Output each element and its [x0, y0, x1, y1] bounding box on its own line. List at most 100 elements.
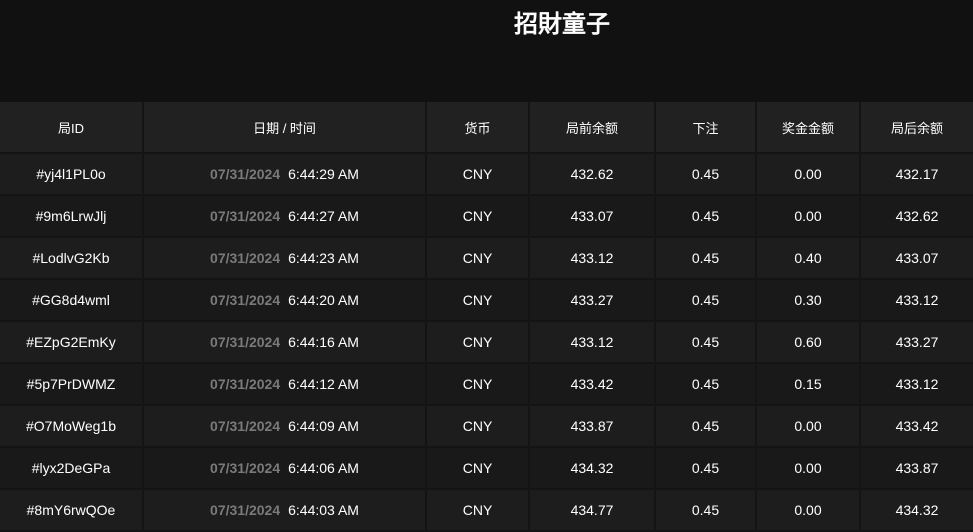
time: 6:44:23 AM: [288, 250, 359, 266]
date: 07/31/2024: [210, 502, 281, 518]
balance-before: 433.07: [530, 196, 656, 238]
table-row[interactable]: #yj4l1PL0o 07/31/2024 6:44:29 AM CNY 432.…: [0, 154, 973, 196]
datetime: 07/31/2024 6:44:23 AM: [144, 238, 427, 280]
balance-after: 433.07: [861, 238, 973, 280]
win-amount: 0.00: [757, 406, 861, 448]
balance-before: 434.77: [530, 490, 656, 532]
table-header: 局ID 日期 / 时间 货币 局前余额 下注 奖金金额 局后余额: [0, 102, 973, 154]
currency: CNY: [427, 196, 530, 238]
date: 07/31/2024: [210, 166, 281, 182]
currency: CNY: [427, 238, 530, 280]
bet: 0.45: [656, 196, 757, 238]
column-header: 局ID: [0, 102, 144, 154]
time: 6:44:29 AM: [288, 166, 359, 182]
round-id[interactable]: #EZpG2EmKy: [0, 322, 144, 364]
round-id[interactable]: #5p7PrDWMZ: [0, 364, 144, 406]
column-header: 局前余额: [530, 102, 656, 154]
table-row[interactable]: #5p7PrDWMZ 07/31/2024 6:44:12 AM CNY 433.…: [0, 364, 973, 406]
datetime: 07/31/2024 6:44:12 AM: [144, 364, 427, 406]
win-amount: 0.30: [757, 280, 861, 322]
round-id[interactable]: #9m6LrwJlj: [0, 196, 144, 238]
currency: CNY: [427, 322, 530, 364]
balance-before: 433.42: [530, 364, 656, 406]
datetime: 07/31/2024 6:44:06 AM: [144, 448, 427, 490]
column-header: 局后余额: [861, 102, 973, 154]
column-header: 奖金金额: [757, 102, 861, 154]
currency: CNY: [427, 154, 530, 196]
date: 07/31/2024: [210, 460, 281, 476]
datetime: 07/31/2024 6:44:20 AM: [144, 280, 427, 322]
bet: 0.45: [656, 280, 757, 322]
round-id[interactable]: #GG8d4wml: [0, 280, 144, 322]
date: 07/31/2024: [210, 208, 281, 224]
balance-after: 433.27: [861, 322, 973, 364]
column-header: 下注: [656, 102, 757, 154]
table-row[interactable]: #8mY6rwQOe 07/31/2024 6:44:03 AM CNY 434.…: [0, 490, 973, 532]
balance-after: 432.17: [861, 154, 973, 196]
date: 07/31/2024: [210, 250, 281, 266]
bet: 0.45: [656, 406, 757, 448]
table-row[interactable]: #lyx2DeGPa 07/31/2024 6:44:06 AM CNY 434.…: [0, 448, 973, 490]
round-id[interactable]: #8mY6rwQOe: [0, 490, 144, 532]
win-amount: 0.15: [757, 364, 861, 406]
bet: 0.45: [656, 238, 757, 280]
win-amount: 0.00: [757, 448, 861, 490]
time: 6:44:20 AM: [288, 292, 359, 308]
balance-before: 433.87: [530, 406, 656, 448]
history-table: 局ID 日期 / 时间 货币 局前余额 下注 奖金金额 局后余额 #yj4l1PL0o 07…: [0, 102, 973, 532]
win-amount: 0.60: [757, 322, 861, 364]
page-title: 招財童子: [514, 11, 610, 38]
bet: 0.45: [656, 364, 757, 406]
round-id[interactable]: #LodlvG2Kb: [0, 238, 144, 280]
date: 07/31/2024: [210, 292, 281, 308]
win-amount: 0.00: [757, 196, 861, 238]
win-amount: 0.00: [757, 490, 861, 532]
round-id[interactable]: #lyx2DeGPa: [0, 448, 144, 490]
date: 07/31/2024: [210, 418, 281, 434]
table-row[interactable]: #EZpG2EmKy 07/31/2024 6:44:16 AM CNY 433.…: [0, 322, 973, 364]
table-row[interactable]: #O7MoWeg1b 07/31/2024 6:44:09 AM CNY 433.…: [0, 406, 973, 448]
time: 6:44:09 AM: [288, 418, 359, 434]
currency: CNY: [427, 280, 530, 322]
column-header: 货币: [427, 102, 530, 154]
currency: CNY: [427, 364, 530, 406]
balance-before: 433.27: [530, 280, 656, 322]
balance-after: 433.87: [861, 448, 973, 490]
balance-after: 433.12: [861, 364, 973, 406]
round-id[interactable]: #yj4l1PL0o: [0, 154, 144, 196]
table-row[interactable]: #GG8d4wml 07/31/2024 6:44:20 AM CNY 433.2…: [0, 280, 973, 322]
balance-after: 434.32: [861, 490, 973, 532]
table-row[interactable]: #9m6LrwJlj 07/31/2024 6:44:27 AM CNY 433.…: [0, 196, 973, 238]
balance-before: 433.12: [530, 322, 656, 364]
time: 6:44:27 AM: [288, 208, 359, 224]
datetime: 07/31/2024 6:44:09 AM: [144, 406, 427, 448]
date: 07/31/2024: [210, 334, 281, 350]
balance-before: 433.12: [530, 238, 656, 280]
datetime: 07/31/2024 6:44:29 AM: [144, 154, 427, 196]
time: 6:44:16 AM: [288, 334, 359, 350]
bet: 0.45: [656, 322, 757, 364]
column-header: 日期 / 时间: [144, 102, 427, 154]
bet: 0.45: [656, 448, 757, 490]
currency: CNY: [427, 448, 530, 490]
bet: 0.45: [656, 490, 757, 532]
time: 6:44:12 AM: [288, 376, 359, 392]
balance-after: 433.42: [861, 406, 973, 448]
round-id[interactable]: #O7MoWeg1b: [0, 406, 144, 448]
datetime: 07/31/2024 6:44:27 AM: [144, 196, 427, 238]
win-amount: 0.40: [757, 238, 861, 280]
balance-after: 432.62: [861, 196, 973, 238]
time: 6:44:03 AM: [288, 502, 359, 518]
balance-before: 434.32: [530, 448, 656, 490]
table-row[interactable]: #LodlvG2Kb 07/31/2024 6:44:23 AM CNY 433.…: [0, 238, 973, 280]
balance-after: 433.12: [861, 280, 973, 322]
currency: CNY: [427, 406, 530, 448]
currency: CNY: [427, 490, 530, 532]
date: 07/31/2024: [210, 376, 281, 392]
balance-before: 432.62: [530, 154, 656, 196]
bet: 0.45: [656, 154, 757, 196]
time: 6:44:06 AM: [288, 460, 359, 476]
datetime: 07/31/2024 6:44:16 AM: [144, 322, 427, 364]
win-amount: 0.00: [757, 154, 861, 196]
datetime: 07/31/2024 6:44:03 AM: [144, 490, 427, 532]
